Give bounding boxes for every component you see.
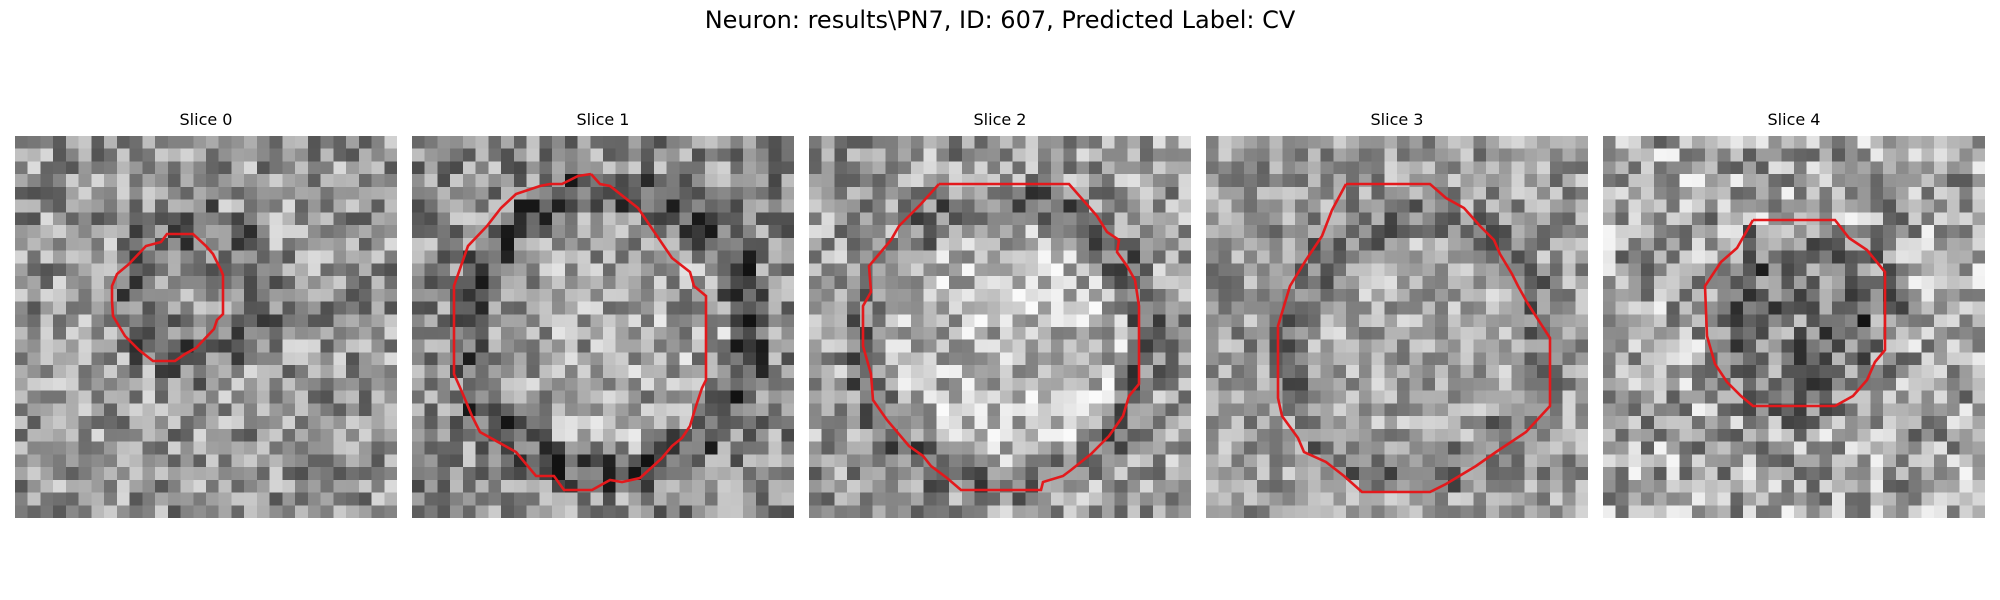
slice-panel-4: Slice 4 <box>1603 108 1985 518</box>
slice-image <box>1206 136 1588 518</box>
figure-title: Neuron: results\PN7, ID: 607, Predicted … <box>704 6 1296 34</box>
slice-panel-1: Slice 1 <box>412 108 794 518</box>
slice-image <box>1603 136 1985 518</box>
slice-title: Slice 0 <box>179 110 233 129</box>
slice-title: Slice 2 <box>973 110 1027 129</box>
slice-panel-3: Slice 3 <box>1206 108 1588 518</box>
slice-panel-0: Slice 0 <box>15 108 397 518</box>
slice-image <box>15 136 397 518</box>
slice-panel-2: Slice 2 <box>809 108 1191 518</box>
slice-image <box>809 136 1191 518</box>
slice-title: Slice 3 <box>1370 110 1424 129</box>
slice-title: Slice 4 <box>1767 110 1821 129</box>
slice-title: Slice 1 <box>576 110 630 129</box>
slice-image <box>412 136 794 518</box>
